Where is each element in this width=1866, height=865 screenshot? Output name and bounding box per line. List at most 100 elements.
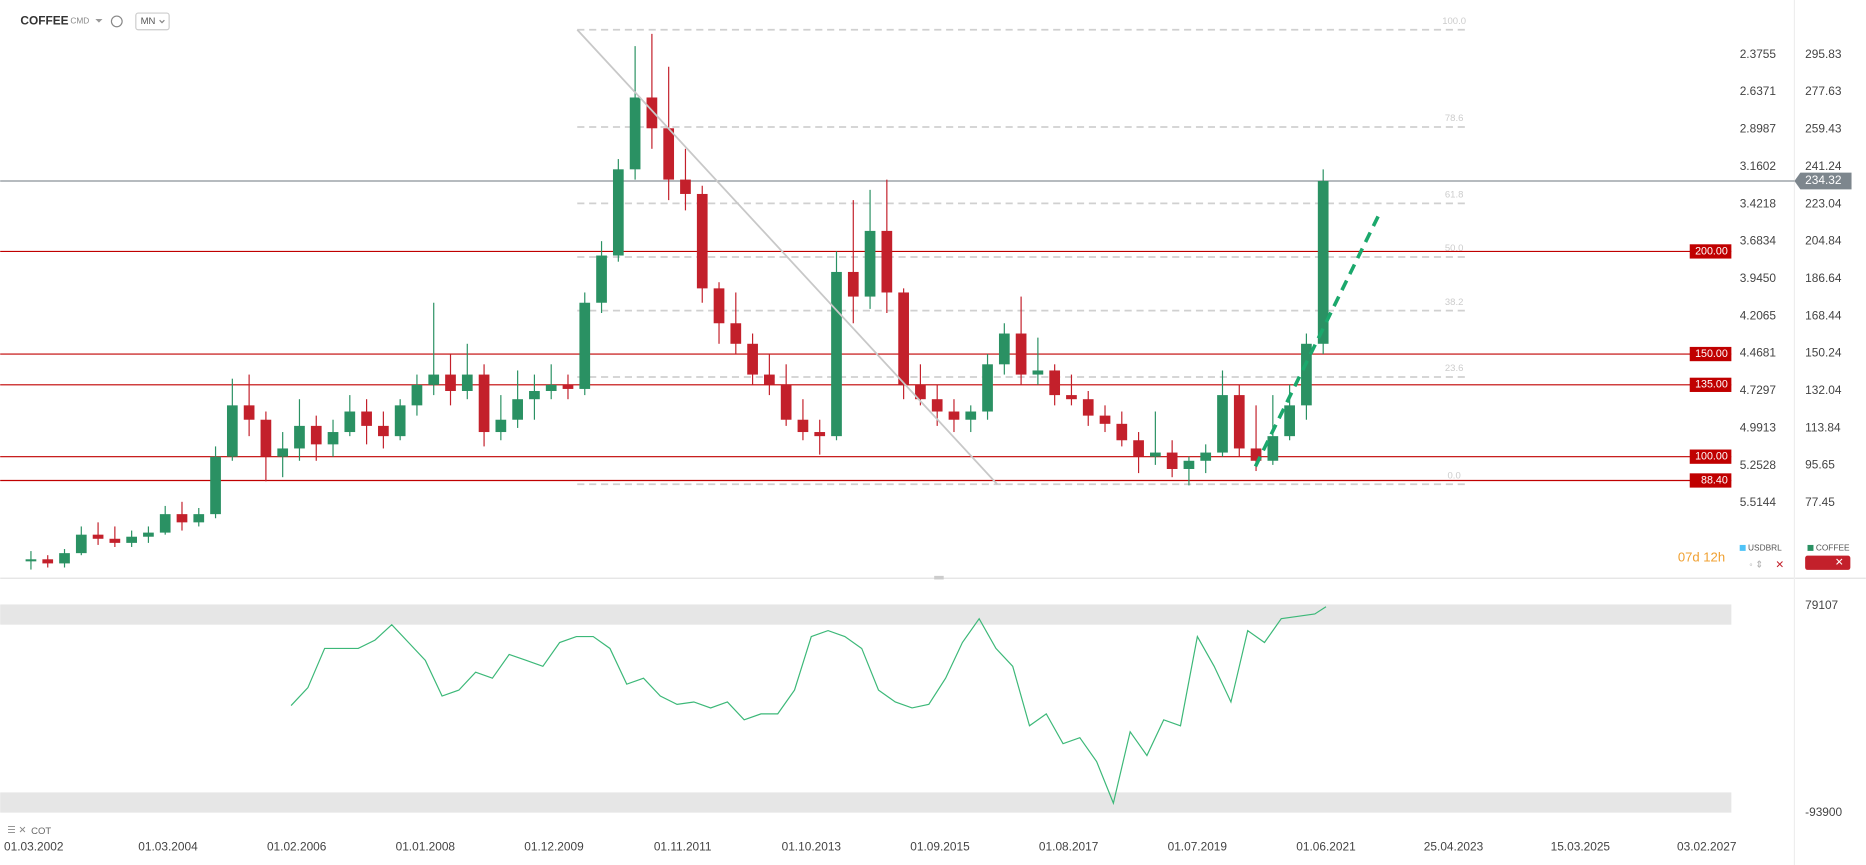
candle-body [814, 432, 826, 437]
fib-label: 61.8 [1445, 190, 1464, 201]
candle-body [394, 405, 406, 437]
candle-body [982, 364, 993, 412]
y2-tick-label: 2.3755 [1740, 47, 1777, 61]
dropdown-caret[interactable] [95, 19, 103, 23]
candle-body [277, 448, 289, 457]
y-tick-label: 113.84 [1805, 420, 1841, 434]
candle-body [1166, 452, 1178, 469]
cot-line [290, 606, 1327, 806]
interval-box[interactable] [135, 12, 170, 31]
candle-body [713, 288, 725, 324]
candle-body [1217, 395, 1228, 453]
candle-body [831, 271, 842, 437]
candle-body [25, 559, 37, 562]
x-tick-label: 01.08.2017 [1039, 839, 1098, 853]
candle-body [92, 534, 104, 539]
interval[interactable]: MN [141, 16, 156, 27]
candle-body [847, 271, 859, 297]
candle-body [931, 399, 943, 412]
candle-body [898, 292, 909, 385]
candle-body [864, 230, 876, 297]
candle-body [696, 193, 708, 289]
cot-band-bottom [0, 792, 1732, 813]
candle-body [1301, 343, 1312, 406]
support-trend-line[interactable] [1253, 211, 1382, 468]
indicator-controls[interactable]: ☰ ✕ [7, 825, 26, 836]
info-icon[interactable] [110, 15, 123, 28]
x-tick-label: 01.03.2002 [4, 839, 63, 853]
x-tick-label: 01.07.2019 [1168, 839, 1228, 853]
price-level-tag [1689, 346, 1732, 362]
last-price-label: 234.32 [1805, 173, 1841, 187]
candle-body [59, 553, 70, 564]
candle-body [428, 374, 440, 385]
candle-body [915, 384, 926, 400]
resize-handle[interactable] [934, 575, 944, 580]
fib-label: 38.2 [1445, 297, 1464, 308]
candle-body [562, 384, 574, 389]
remove-series-button[interactable] [1805, 555, 1851, 570]
fib-label: 0.0 [1448, 470, 1461, 481]
price-level-label: 135.00 [1695, 379, 1728, 391]
candle-body [1200, 452, 1212, 461]
y-tick-label: 277.63 [1805, 84, 1842, 98]
price-level-tag [1689, 473, 1732, 488]
y-tick-label: 150.24 [1805, 346, 1842, 360]
candle-body [1015, 333, 1027, 375]
price-level-label: 88.40 [1701, 474, 1728, 486]
fib-label: 100.0 [1442, 16, 1466, 27]
candle-body [143, 532, 154, 537]
price-level-tag [1689, 449, 1732, 464]
remove-icon[interactable]: ✕ [1835, 557, 1844, 569]
trend-line[interactable] [576, 29, 998, 485]
x-tick-label: 01.12.2009 [524, 839, 584, 853]
candle-body [478, 374, 490, 433]
remove-icon[interactable]: ✕ [1775, 559, 1784, 571]
countdown: 07d 12h [1678, 549, 1725, 564]
candle-body [378, 425, 389, 437]
x-tick-label: 01.01.2008 [396, 839, 456, 853]
legend-controls[interactable]: ◦ ⇕ [1749, 560, 1763, 571]
candle-body [310, 425, 322, 445]
legend-swatch [1739, 544, 1746, 551]
x-tick-label: 01.11.2011 [654, 839, 712, 853]
candle-body [747, 343, 758, 375]
y2-tick-label: 2.8987 [1740, 122, 1776, 136]
candle-body [1150, 452, 1161, 457]
candle-body [512, 399, 523, 420]
candle-body [1116, 423, 1128, 441]
legend-label[interactable]: COFFEE [1816, 543, 1850, 553]
candle-body [579, 302, 591, 389]
candle-body [646, 97, 658, 129]
candle-body [1133, 440, 1144, 457]
price-level-label: 100.00 [1695, 450, 1728, 462]
y-tick-label: 204.84 [1805, 234, 1842, 248]
candle-body [1250, 448, 1262, 461]
y2-tick-label: 3.6834 [1740, 234, 1777, 248]
y-tick-label: 77.45 [1805, 495, 1835, 509]
candle-body [998, 333, 1010, 365]
y-tick-label: 168.44 [1805, 308, 1842, 322]
candle-body [445, 374, 456, 391]
candle-body [344, 411, 356, 433]
y2-tick-label: 5.5144 [1740, 495, 1777, 509]
price-level-tag [1689, 377, 1732, 392]
candle-body [260, 419, 272, 457]
candle-body [948, 411, 960, 420]
candle-body [780, 384, 792, 420]
candle-body [797, 419, 809, 433]
price-level-tag [1689, 244, 1732, 259]
y-tick-label: 95.65 [1805, 458, 1835, 472]
y2-tick-label: 4.7297 [1740, 383, 1776, 397]
candle-body [327, 432, 339, 445]
legend-label[interactable]: USDBRL [1748, 543, 1782, 553]
symbol[interactable]: COFFEE [20, 14, 68, 28]
candle-body [1183, 460, 1195, 469]
x-tick-label: 01.09.2015 [910, 839, 970, 853]
y-tick-label: 186.64 [1805, 271, 1842, 285]
indicator-name: COT [31, 826, 51, 837]
candle-body [1317, 180, 1329, 344]
candle-body [764, 374, 775, 385]
